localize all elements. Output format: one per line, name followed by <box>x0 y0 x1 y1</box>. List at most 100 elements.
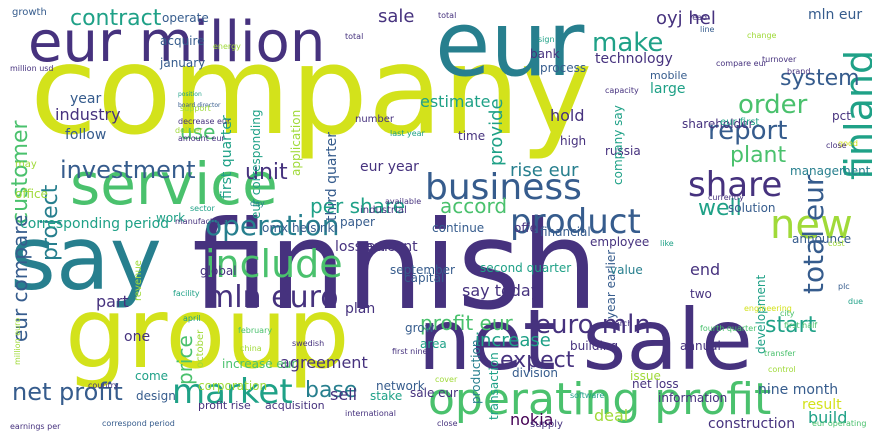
cloud-word: sell <box>330 385 358 404</box>
cloud-word: increase <box>475 330 551 351</box>
cloud-word: development <box>754 274 768 354</box>
cloud-word: part <box>96 292 129 311</box>
cloud-word: process <box>540 61 587 75</box>
cloud-word: construction <box>708 416 796 432</box>
cloud-word: decrease eur <box>178 117 231 126</box>
cloud-word: estimate <box>420 92 491 111</box>
cloud-word: energy <box>213 42 241 51</box>
cloud-word: transfer <box>764 349 796 358</box>
cloud-word: product <box>510 202 641 242</box>
cloud-word: amount eur <box>178 134 225 143</box>
cloud-word: profit eur <box>420 311 513 335</box>
cloud-word: last year <box>390 129 425 138</box>
cloud-word: growth <box>12 7 47 18</box>
cloud-word: profit rise <box>198 399 251 412</box>
cloud-word: line <box>700 25 715 34</box>
cloud-word: april <box>183 314 201 323</box>
cloud-word: market <box>172 372 293 412</box>
cloud-word: million usd <box>10 64 54 73</box>
cloud-word: mln eur <box>808 7 863 23</box>
cloud-word: order <box>738 90 808 120</box>
cloud-word: global <box>200 264 237 278</box>
cloud-word: say <box>10 207 162 310</box>
cloud-word: accord <box>440 194 508 218</box>
cloud-word: operation <box>205 209 340 242</box>
cloud-word: company <box>30 20 593 162</box>
cloud-word: first nine <box>392 347 428 356</box>
cloud-word: first quarter <box>219 115 235 199</box>
cloud-word: area <box>420 337 447 351</box>
cloud-word: cover <box>435 375 458 384</box>
cloud-word: acquisition <box>265 399 325 412</box>
cloud-word: capacity <box>605 86 639 95</box>
cloud-word: russia <box>605 144 641 158</box>
cloud-word: financial <box>540 225 591 239</box>
cloud-word: solution <box>728 201 776 215</box>
cloud-word: engineering <box>744 304 792 313</box>
cloud-word: large <box>650 81 686 97</box>
cloud-word: industrial <box>360 205 407 216</box>
cloud-word: technology <box>595 51 673 67</box>
cloud-word: business <box>425 167 582 208</box>
cloud-word: october <box>195 329 206 368</box>
cloud-word: price <box>173 335 197 385</box>
cloud-word: correspond period <box>102 419 175 428</box>
cloud-word: say today <box>462 281 541 300</box>
cloud-word: turnover <box>762 55 797 64</box>
cloud-word: nine month <box>758 382 839 398</box>
cloud-word: first half <box>784 321 818 330</box>
cloud-word: transaction <box>487 352 501 420</box>
cloud-word: like <box>660 239 674 248</box>
cloud-word: office <box>15 187 48 201</box>
cloud-word: issue <box>630 369 661 383</box>
cloud-word: operate <box>162 11 209 25</box>
cloud-word: corresponding period <box>20 216 170 232</box>
cloud-word: make <box>592 28 664 58</box>
cloud-word: paper <box>340 215 375 229</box>
cloud-word: agreement <box>280 353 368 372</box>
cloud-word: sale eur <box>410 386 459 400</box>
cloud-word: operating profit <box>428 374 772 425</box>
cloud-word: one <box>124 329 151 345</box>
cloud-word: report <box>708 116 788 146</box>
cloud-word: two <box>690 287 712 301</box>
cloud-word: building <box>570 339 619 353</box>
cloud-word: pct <box>832 109 851 123</box>
cloud-word: change <box>747 31 777 40</box>
cloud-word: sign <box>538 35 555 44</box>
cloud-word: earnings per <box>10 422 61 431</box>
cloud-word: percent <box>364 239 418 255</box>
cloud-word: include <box>205 242 343 286</box>
cloud-word: year earlier <box>604 249 618 319</box>
cloud-word: rise eur <box>510 160 579 181</box>
cloud-word: use <box>180 120 216 144</box>
cloud-word: due <box>848 297 864 306</box>
cloud-word: follow <box>65 127 107 143</box>
cloud-word: base <box>305 378 358 403</box>
cloud-word: division <box>512 366 558 380</box>
cloud-word: investment <box>60 156 196 184</box>
cloud-word: total <box>438 11 457 20</box>
cloud-word: mobile <box>650 69 688 82</box>
cloud-word: finnish <box>192 195 599 337</box>
cloud-word: new <box>770 202 853 248</box>
cloud-word: international <box>345 409 396 418</box>
cloud-word: work <box>156 211 186 225</box>
cloud-word: design <box>136 389 176 403</box>
cloud-word: revenue <box>133 260 144 301</box>
cloud-word: network <box>376 379 425 393</box>
cloud-word: compare eur <box>716 59 767 68</box>
cloud-word: application <box>289 109 303 176</box>
cloud-word: grow <box>405 321 435 335</box>
cloud-word: control <box>768 365 796 374</box>
cloud-word: board director <box>178 102 221 109</box>
cloud-word: march <box>607 319 633 328</box>
cloud-word: available <box>385 197 422 206</box>
cloud-word: corporation <box>198 379 268 393</box>
cloud-word: february <box>238 326 273 335</box>
cloud-word: eur first <box>720 117 760 128</box>
cloud-word: plan <box>345 301 376 317</box>
cloud-word: january <box>160 56 206 70</box>
cloud-word: stake <box>370 389 403 403</box>
